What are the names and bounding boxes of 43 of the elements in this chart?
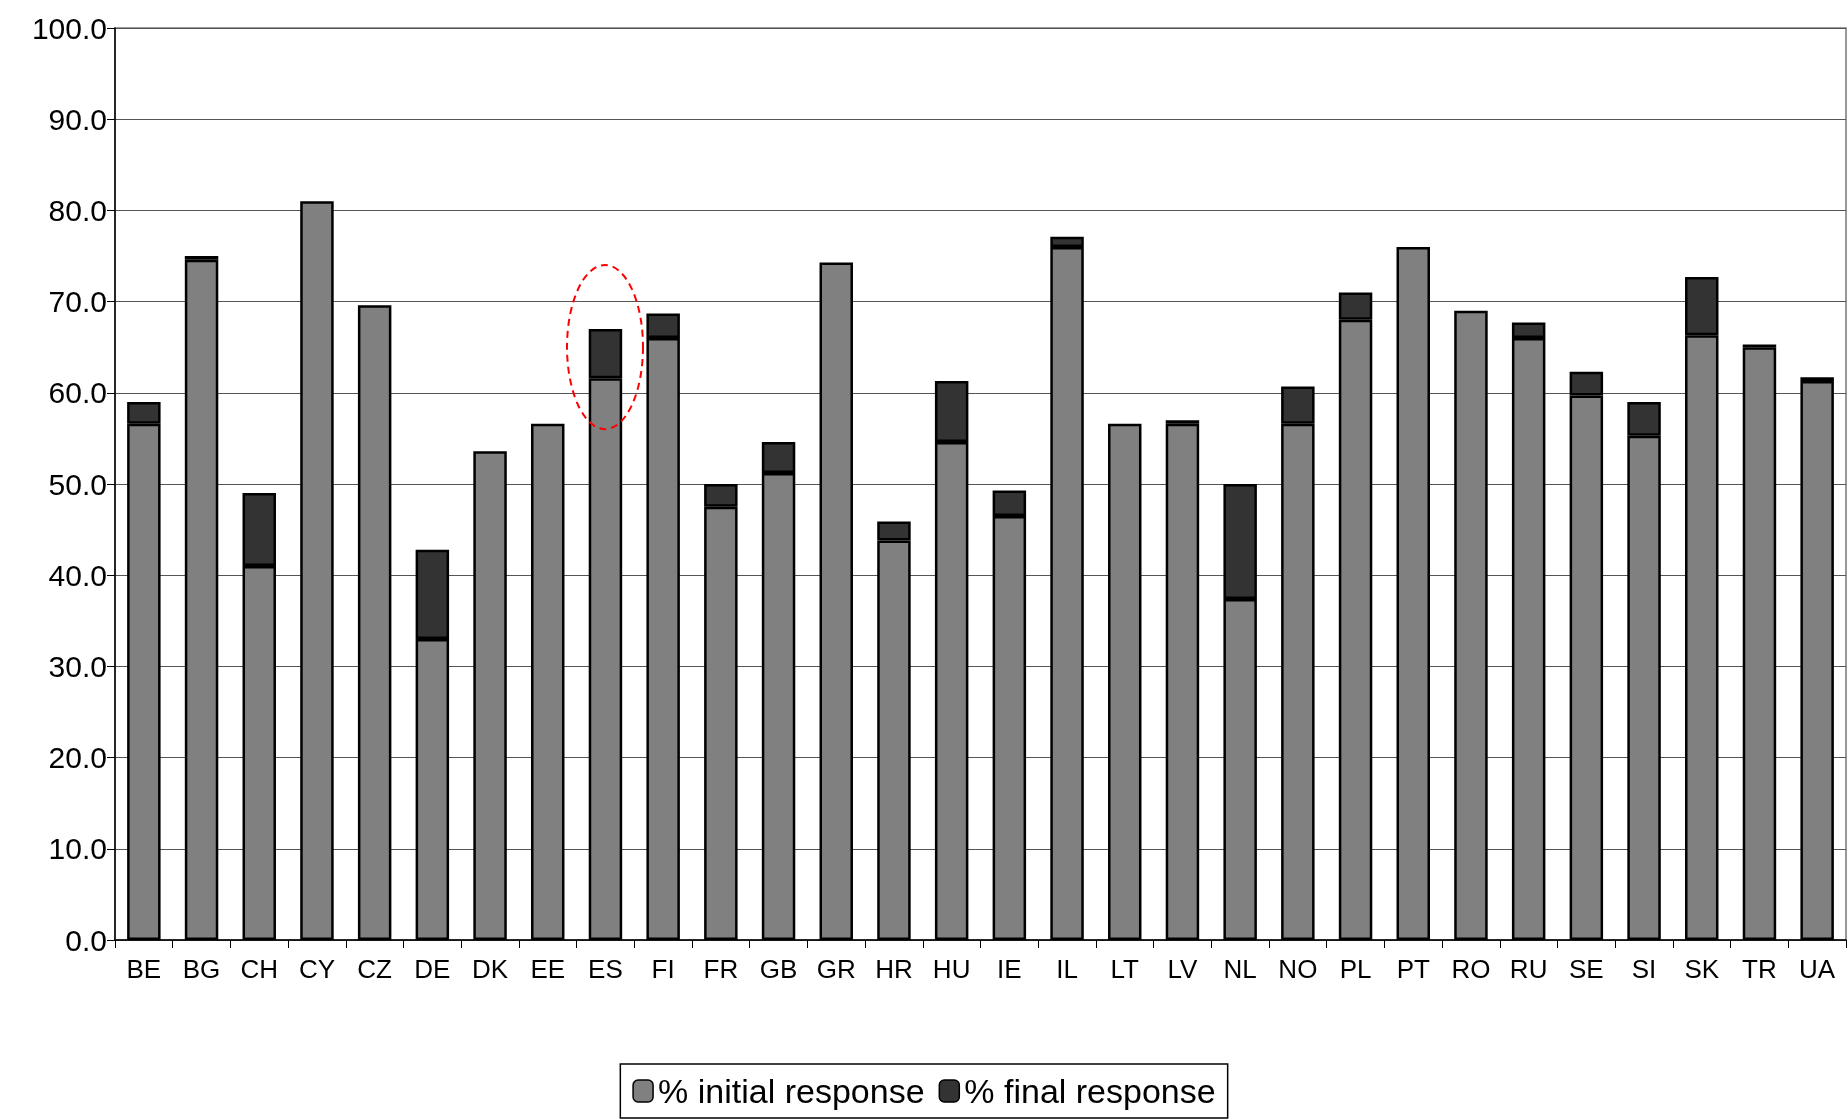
x-tick-label: RO — [1451, 954, 1491, 984]
x-tick-label: CY — [298, 954, 336, 984]
y-tick-label: 10.0 — [48, 832, 107, 866]
x-tick-label: SI — [1631, 954, 1657, 984]
x-tick-label: HR — [875, 954, 913, 984]
x-tick-label: DE — [414, 954, 451, 984]
x-tick-label: ES — [588, 954, 623, 984]
y-tick-label: 70.0 — [48, 285, 107, 319]
legend-label: % initial response — [658, 1072, 925, 1110]
x-tick-label: FR — [703, 954, 739, 984]
y-tick-label: 50.0 — [48, 467, 107, 501]
x-tick-label: TR — [1742, 954, 1777, 984]
x-tick-label: DK — [471, 954, 509, 984]
y-tick-label: 100.0 — [31, 11, 107, 45]
y-tick-label: 60.0 — [48, 376, 107, 410]
x-tick-label: SE — [1569, 954, 1604, 984]
y-tick-label: 80.0 — [48, 193, 107, 227]
x-tick-label: NL — [1223, 954, 1257, 984]
x-tick-label: HU — [932, 954, 971, 984]
x-tick-label: BE — [126, 954, 162, 984]
y-tick-label: 40.0 — [48, 558, 107, 592]
y-tick-label: 20.0 — [48, 741, 107, 775]
x-tick-label: EE — [530, 954, 566, 984]
x-tick-label: GB — [759, 954, 798, 984]
x-tick-label: IL — [1056, 954, 1078, 984]
x-tick-label: SK — [1684, 954, 1720, 984]
x-tick-label: NO — [1278, 954, 1318, 984]
x-tick-label: GR — [816, 954, 856, 984]
x-tick-label: IE — [997, 954, 1022, 984]
x-tick-label: CZ — [357, 954, 393, 984]
x-tick-label: LV — [1167, 954, 1199, 984]
x-tick-label: PL — [1339, 954, 1372, 984]
x-tick-label: CH — [240, 954, 279, 984]
x-tick-label: PT — [1396, 954, 1430, 984]
y-tick-label: 90.0 — [48, 102, 107, 136]
x-tick-label: FI — [651, 954, 675, 984]
x-tick-label: BG — [182, 954, 221, 984]
legend-label: % final response — [964, 1072, 1216, 1110]
y-tick-label: 0.0 — [65, 923, 107, 957]
x-tick-label: LT — [1110, 954, 1140, 984]
x-tick-label: UA — [1799, 954, 1836, 984]
x-tick-label: RU — [1509, 954, 1548, 984]
y-tick-label: 30.0 — [48, 649, 107, 683]
